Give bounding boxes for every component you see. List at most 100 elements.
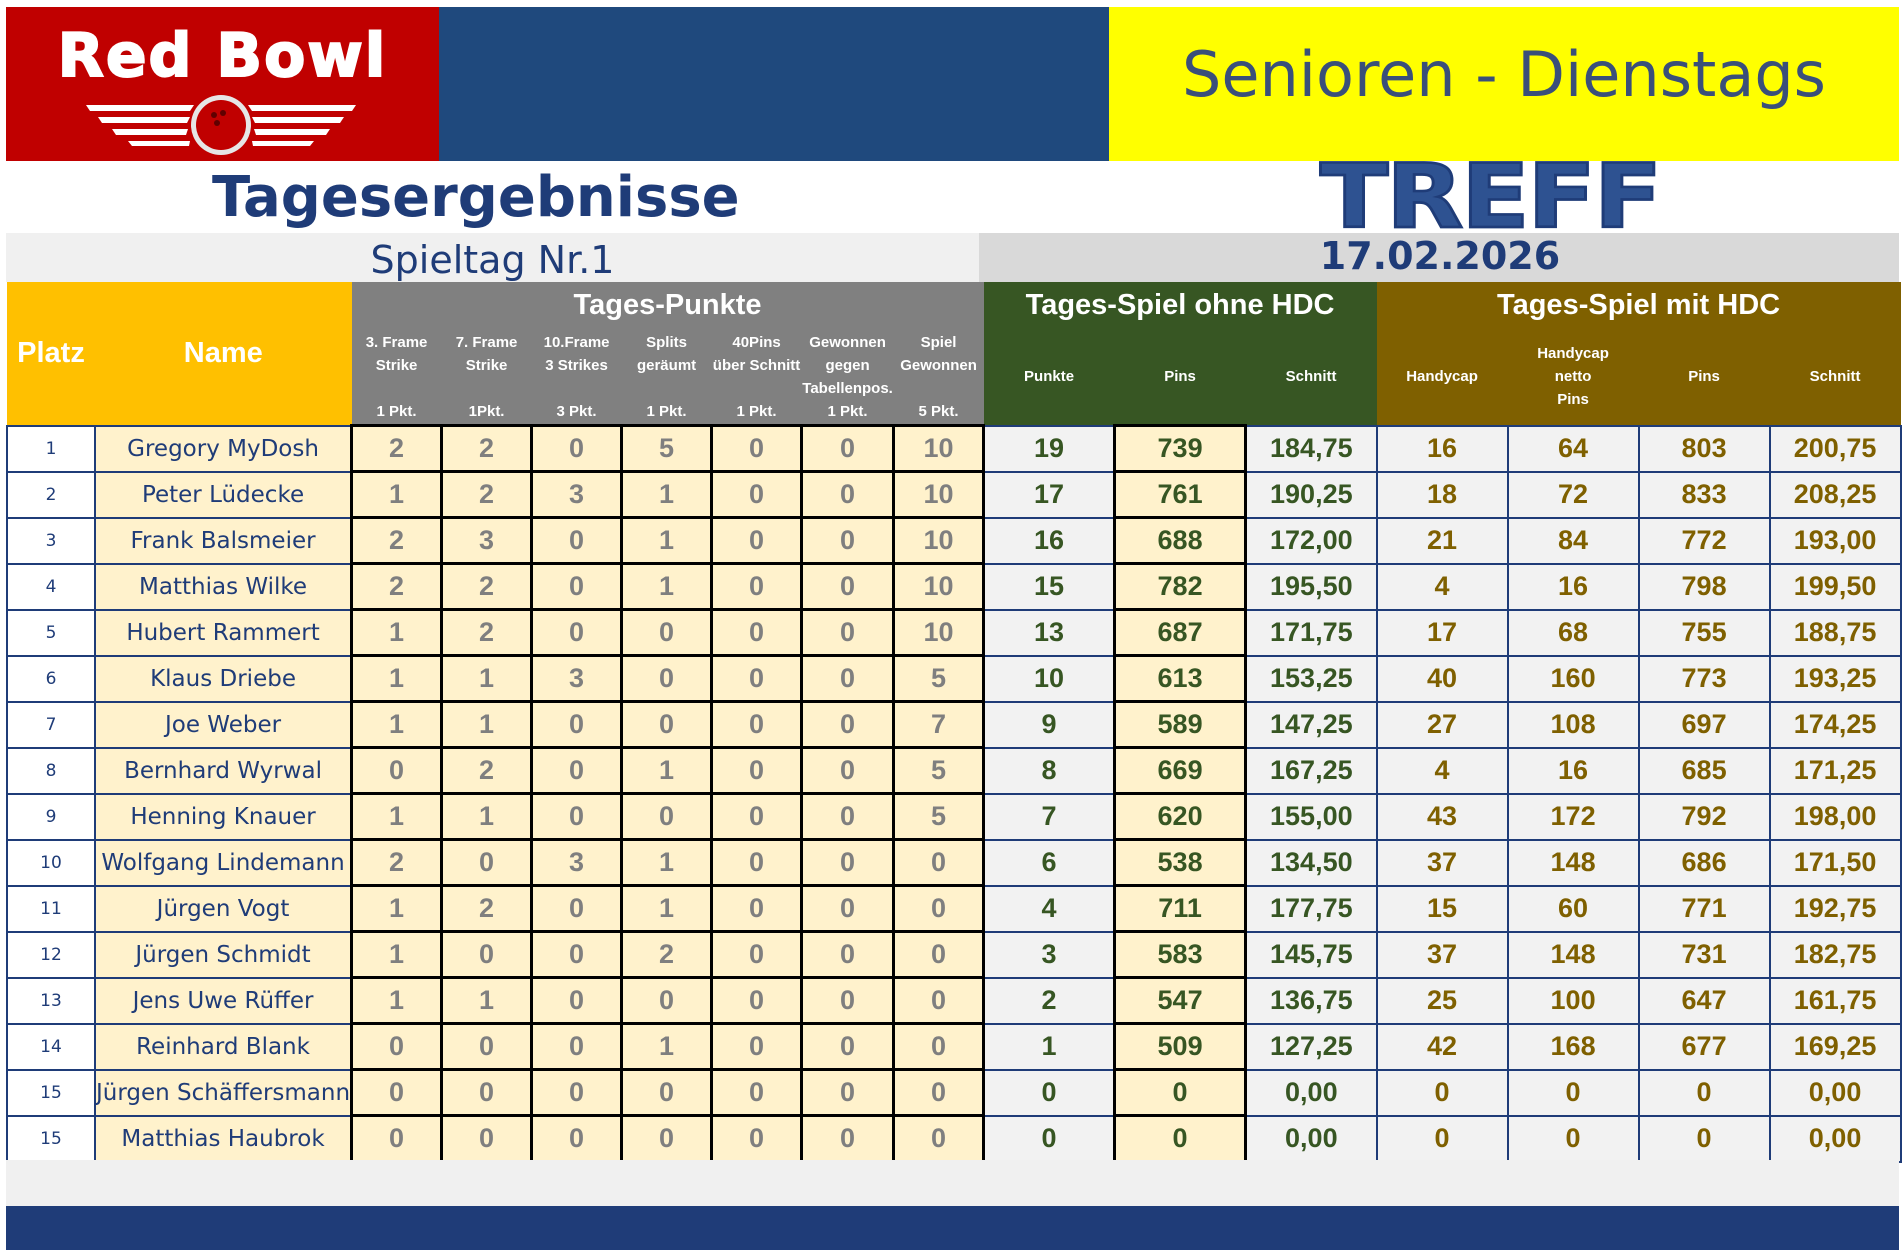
cell-schnitt: 134,50 <box>1244 838 1378 887</box>
cell-gewonnen-tabellenpos: 0 <box>800 562 896 611</box>
cell-splits: 0 <box>620 792 714 841</box>
cell-pins: 739 <box>1113 424 1248 473</box>
cell-frame7: 1 <box>440 700 534 749</box>
col-header-schnitt: Schnitt <box>1245 329 1377 426</box>
cell-splits: 1 <box>620 516 714 565</box>
cell-handycap: 0 <box>1375 1068 1509 1117</box>
cell-splits: 1 <box>620 562 714 611</box>
cell-gewonnen-tabellenpos: 0 <box>800 470 896 519</box>
cell-handycap: 25 <box>1375 976 1509 1025</box>
page-title: Tagesergebnisse <box>212 165 740 230</box>
cell-pins-hdc: 803 <box>1637 424 1771 473</box>
cell-schnitt: 195,50 <box>1244 562 1378 611</box>
cell-splits: 0 <box>620 700 714 749</box>
cell-frame7: 0 <box>440 930 534 979</box>
cell-pins: 761 <box>1113 470 1248 519</box>
cell-pins: 0 <box>1113 1114 1248 1163</box>
table-row: 10 Wolfgang Lindemann 2 0 3 1 0 0 0 6 538 134,50 37 1… <box>6 838 1902 887</box>
cell-name: Matthias Haubrok <box>94 1114 353 1163</box>
cell-platz: 7 <box>6 700 96 749</box>
cell-40pins: 0 <box>710 1022 804 1071</box>
cell-frame10: 0 <box>530 976 624 1025</box>
col-header-spiel-gewonnen: Spiel Gewonnen 5 Pkt. <box>893 329 984 426</box>
cell-handycap: 27 <box>1375 700 1509 749</box>
cell-frame7: 1 <box>440 792 534 841</box>
cell-frame10: 0 <box>530 884 624 933</box>
cell-frame3: 1 <box>350 930 444 979</box>
cell-frame3: 0 <box>350 746 444 795</box>
cell-frame10: 0 <box>530 608 624 657</box>
cell-pins-hdc: 0 <box>1637 1068 1771 1117</box>
cell-name: Peter Lüdecke <box>94 470 353 519</box>
cell-schnitt: 155,00 <box>1244 792 1378 841</box>
cell-spiel-gewonnen: 10 <box>892 516 986 565</box>
cell-40pins: 0 <box>710 976 804 1025</box>
cell-gewonnen-tabellenpos: 0 <box>800 792 896 841</box>
cell-spiel-gewonnen: 10 <box>892 424 986 473</box>
cell-platz: 11 <box>6 884 96 933</box>
cell-frame3: 1 <box>350 654 444 703</box>
cell-punkte: 6 <box>982 838 1116 887</box>
cell-schnitt: 177,75 <box>1244 884 1378 933</box>
cell-schnitt-hdc: 171,50 <box>1768 838 1902 887</box>
cell-name: Henning Knauer <box>94 792 353 841</box>
cell-pins-hdc: 685 <box>1637 746 1771 795</box>
cell-40pins: 0 <box>710 516 804 565</box>
table-row: 13 Jens Uwe Rüffer 1 1 0 0 0 0 0 2 547 136,75 25 100 6… <box>6 976 1902 1025</box>
cell-frame10: 0 <box>530 930 624 979</box>
col-header-platz: Platz <box>7 282 95 426</box>
cell-frame3: 0 <box>350 1068 444 1117</box>
cell-frame10: 3 <box>530 838 624 887</box>
cell-handycap-netto-pins: 108 <box>1506 700 1640 749</box>
date-band <box>979 233 1899 282</box>
group-header-ohne-hdc: Tages-Spiel ohne HDC <box>983 282 1377 329</box>
spieltag-label: Spieltag Nr.1 <box>370 238 615 282</box>
cell-spiel-gewonnen: 0 <box>892 1068 986 1117</box>
cell-frame7: 3 <box>440 516 534 565</box>
red-bowl-logo: Red Bowl <box>6 7 439 161</box>
cell-spiel-gewonnen: 0 <box>892 1022 986 1071</box>
cell-platz: 1 <box>6 424 96 473</box>
cell-handycap: 21 <box>1375 516 1509 565</box>
cell-pins-hdc: 798 <box>1637 562 1771 611</box>
cell-frame3: 1 <box>350 700 444 749</box>
cell-schnitt-hdc: 161,75 <box>1768 976 1902 1025</box>
cell-handycap: 16 <box>1375 424 1509 473</box>
header-yellow-band <box>1109 7 1899 161</box>
banner-title: Senioren - Dienstags <box>1182 38 1826 111</box>
cell-splits: 2 <box>620 930 714 979</box>
cell-pins: 0 <box>1113 1068 1248 1117</box>
cell-frame10: 3 <box>530 470 624 519</box>
cell-spiel-gewonnen: 5 <box>892 792 986 841</box>
cell-handycap-netto-pins: 168 <box>1506 1022 1640 1071</box>
cell-punkte: 2 <box>982 976 1116 1025</box>
cell-frame7: 2 <box>440 884 534 933</box>
cell-pins-hdc: 833 <box>1637 470 1771 519</box>
cell-punkte: 0 <box>982 1068 1116 1117</box>
cell-handycap-netto-pins: 16 <box>1506 562 1640 611</box>
cell-pins: 669 <box>1113 746 1248 795</box>
cell-frame7: 2 <box>440 608 534 657</box>
cell-handycap-netto-pins: 0 <box>1506 1068 1640 1117</box>
cell-platz: 9 <box>6 792 96 841</box>
col-header-frame10: 10.Frame 3 Strikes 3 Pkt. <box>531 329 622 426</box>
cell-platz: 12 <box>6 930 96 979</box>
cell-platz: 6 <box>6 654 96 703</box>
cell-40pins: 0 <box>710 884 804 933</box>
cell-punkte: 8 <box>982 746 1116 795</box>
cell-punkte: 13 <box>982 608 1116 657</box>
cell-frame3: 0 <box>350 1114 444 1163</box>
cell-name: Jürgen Schäffersmann <box>94 1068 353 1117</box>
cell-frame3: 2 <box>350 562 444 611</box>
cell-40pins: 0 <box>710 562 804 611</box>
cell-frame10: 0 <box>530 1022 624 1071</box>
cell-frame7: 2 <box>440 424 534 473</box>
cell-handycap: 15 <box>1375 884 1509 933</box>
treff-title: TREFF <box>1319 144 1664 250</box>
cell-frame7: 2 <box>440 562 534 611</box>
cell-pins: 620 <box>1113 792 1248 841</box>
cell-platz: 8 <box>6 746 96 795</box>
cell-schnitt: 172,00 <box>1244 516 1378 565</box>
cell-40pins: 0 <box>710 1114 804 1163</box>
cell-splits: 1 <box>620 470 714 519</box>
